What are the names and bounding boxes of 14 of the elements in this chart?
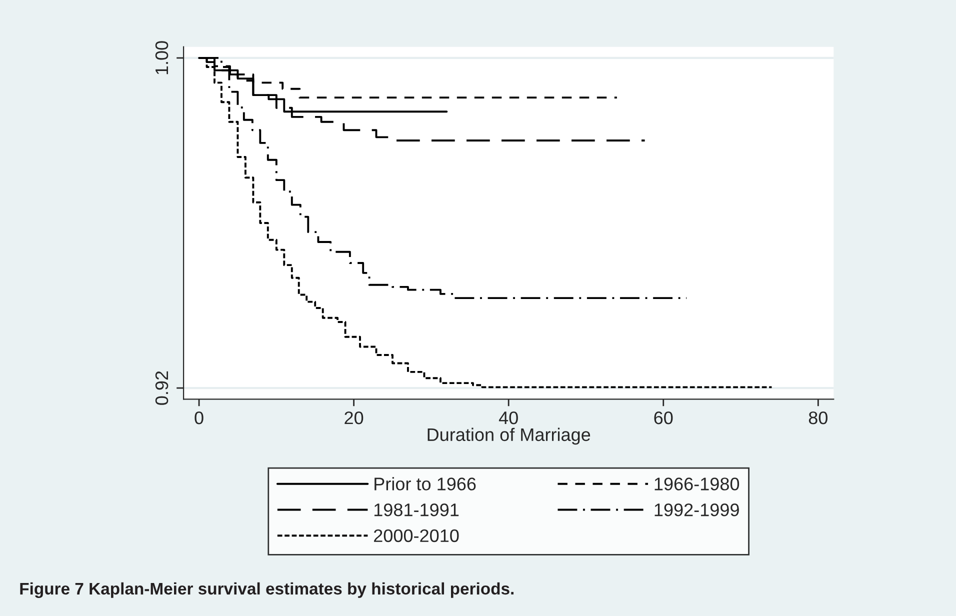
x-tick-label: 60 <box>654 411 673 424</box>
x-axis-title: Duration of Marriage <box>428 428 590 445</box>
legend-label: Prior to 1966 <box>374 477 476 490</box>
caption: Figure 7 Kaplan-Meier survival estimates by historical periods. <box>20 582 514 598</box>
y-tick-label: 0.92 <box>155 371 168 405</box>
x-tick-label: 0 <box>194 411 204 424</box>
legend-label: 1981-1991 <box>374 503 459 516</box>
x-tick-label: 80 <box>808 411 828 424</box>
x-tick-label: 20 <box>344 411 364 424</box>
legend-label: 1966-1980 <box>654 478 740 490</box>
legend-label: 2000-2010 <box>374 529 459 542</box>
y-tick-label: 1.00 <box>155 41 168 74</box>
legend-label: 1992-1999 <box>654 503 739 516</box>
x-tick-label: 40 <box>498 411 518 424</box>
